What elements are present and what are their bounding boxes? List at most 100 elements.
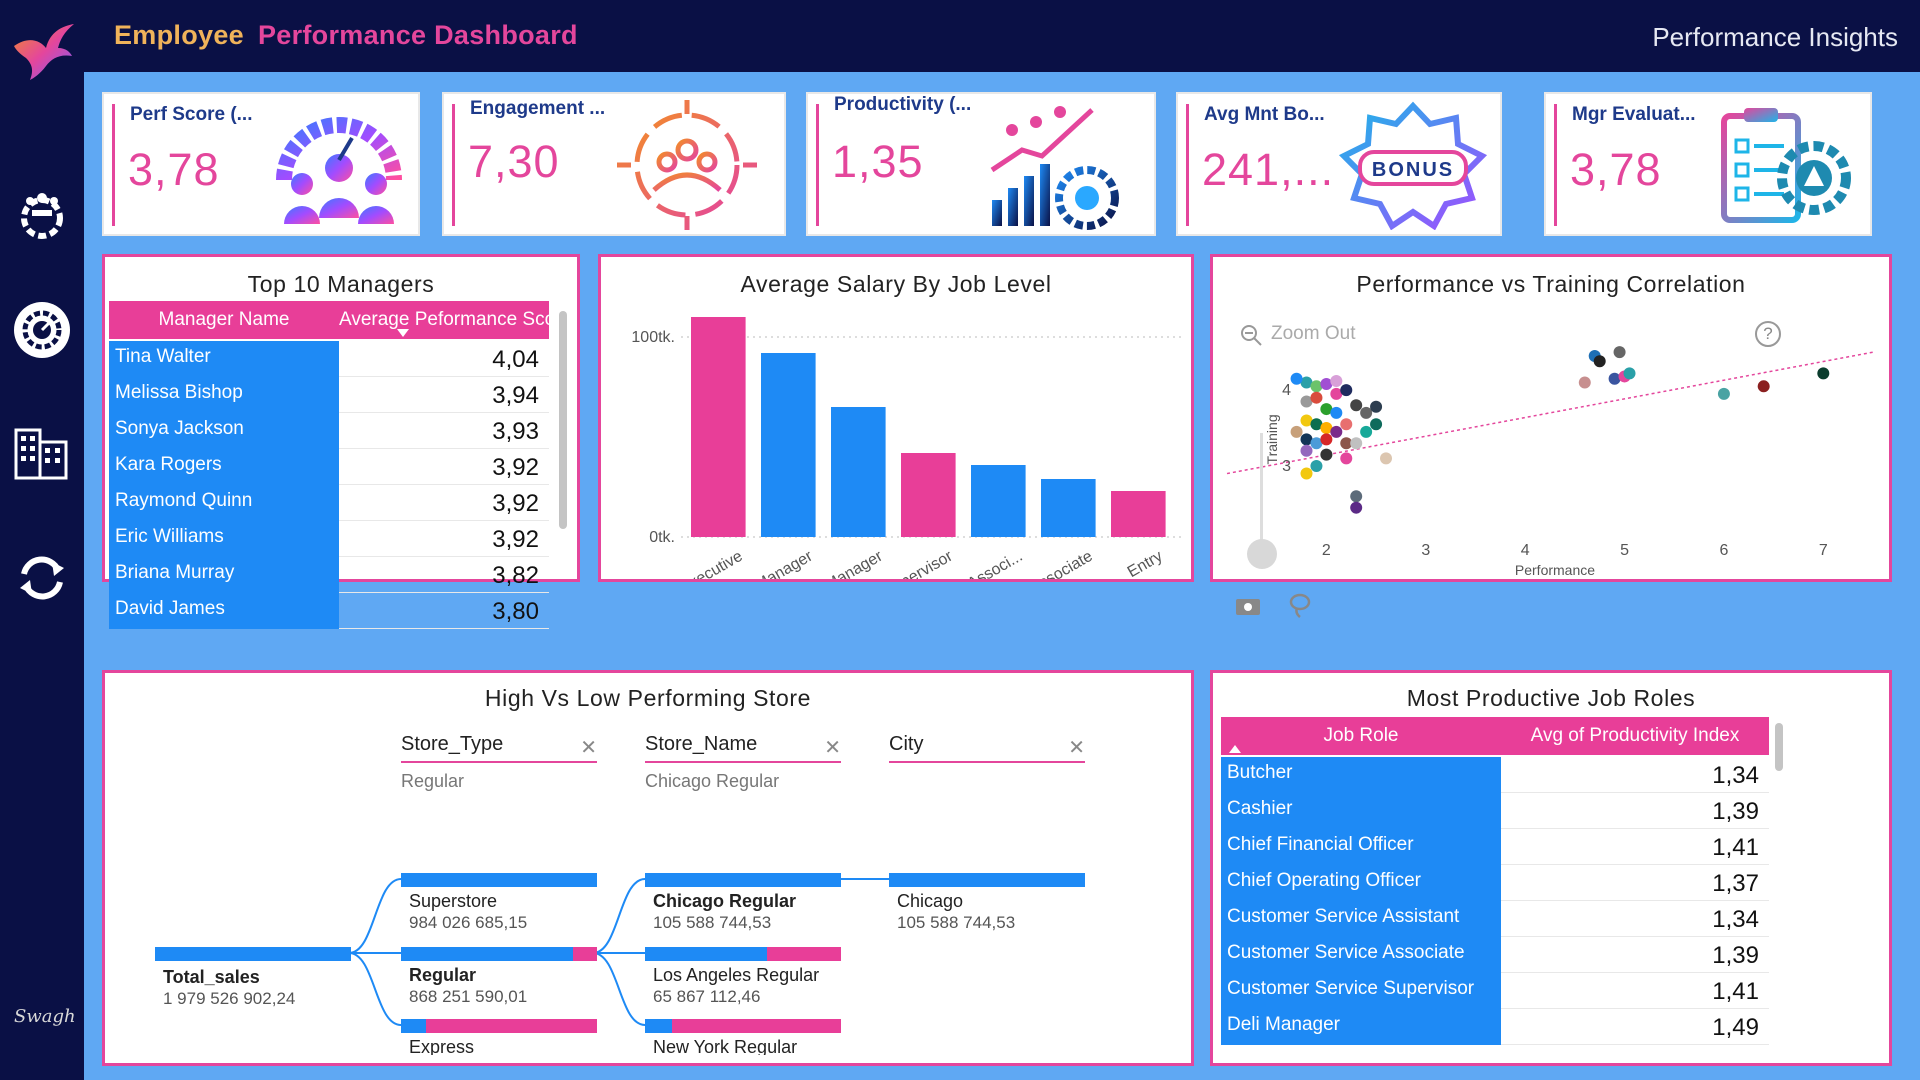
scatter-point[interactable] bbox=[1340, 452, 1353, 465]
scatter-point[interactable] bbox=[1300, 395, 1313, 408]
bar[interactable] bbox=[901, 453, 956, 537]
scatter-point[interactable] bbox=[1340, 437, 1353, 450]
nav-performance-button[interactable] bbox=[12, 300, 72, 360]
scatter-point[interactable] bbox=[1608, 372, 1621, 385]
scatter-point[interactable] bbox=[1360, 425, 1373, 438]
kpi-card-engagement[interactable]: Engagement ... 7,30 bbox=[442, 92, 786, 236]
scatter-point[interactable] bbox=[1300, 376, 1313, 389]
table-row[interactable]: Melissa Bishop 3,94 bbox=[109, 377, 549, 413]
table-row[interactable]: Sonya Jackson 3,93 bbox=[109, 413, 549, 449]
column-header-productivity-index[interactable]: Avg of Productivity Index bbox=[1530, 725, 1740, 746]
table-row[interactable]: Raymond Quinn 3,92 bbox=[109, 485, 549, 521]
roles-scrollbar[interactable] bbox=[1775, 723, 1783, 771]
scatter-point[interactable] bbox=[1320, 378, 1333, 391]
lasso-select-icon[interactable] bbox=[1289, 593, 1311, 619]
scatter-point[interactable] bbox=[1370, 418, 1383, 431]
tree-field-store-name[interactable]: Store_Name ✕ bbox=[645, 733, 841, 763]
table-row[interactable]: Cashier 1,39 bbox=[1221, 793, 1769, 829]
tree-node[interactable]: Express bbox=[401, 1019, 597, 1055]
bar[interactable] bbox=[1111, 491, 1166, 537]
bar[interactable] bbox=[971, 465, 1026, 537]
scatter-point[interactable] bbox=[1310, 418, 1323, 431]
kpi-card-productivity[interactable]: Productivity (... 1,35 bbox=[806, 92, 1156, 236]
zoom-out-button[interactable]: Zoom Out bbox=[1239, 321, 1379, 347]
scatter-point[interactable] bbox=[1340, 384, 1353, 397]
scatter-point[interactable] bbox=[1320, 403, 1333, 416]
tree-node[interactable]: Chicago 105 588 744,53 bbox=[889, 873, 1085, 943]
scatter-point[interactable] bbox=[1350, 501, 1363, 514]
managers-scrollbar[interactable] bbox=[559, 311, 567, 529]
bar[interactable] bbox=[831, 407, 886, 537]
scatter-point[interactable] bbox=[1757, 380, 1770, 393]
scatter-point[interactable] bbox=[1623, 367, 1636, 380]
tree-node[interactable]: Chicago Regular 105 588 744,53 bbox=[645, 873, 841, 943]
tree-node[interactable]: Los Angeles Regular 65 867 112,46 bbox=[645, 947, 841, 1017]
remove-field-icon[interactable]: ✕ bbox=[580, 737, 597, 759]
zoom-slider-thumb[interactable] bbox=[1247, 539, 1277, 569]
remove-field-icon[interactable]: ✕ bbox=[824, 737, 841, 759]
table-row[interactable]: Butcher 1,34 bbox=[1221, 757, 1769, 793]
scatter-point[interactable] bbox=[1290, 372, 1303, 385]
table-row[interactable]: Customer Service Associate 1,39 bbox=[1221, 937, 1769, 973]
scatter-point[interactable] bbox=[1350, 437, 1363, 450]
bar[interactable] bbox=[1041, 479, 1096, 537]
bar[interactable] bbox=[691, 317, 746, 537]
scatter-point[interactable] bbox=[1310, 391, 1323, 404]
scatter-point[interactable] bbox=[1320, 433, 1333, 446]
scatter-point[interactable] bbox=[1300, 467, 1313, 480]
bar[interactable] bbox=[761, 353, 816, 537]
scatter-point[interactable] bbox=[1330, 375, 1343, 387]
table-row[interactable]: Eric Williams 3,92 bbox=[109, 521, 549, 557]
kpi-card-avg-bonus[interactable]: Avg Mnt Bo... 241,... BONUS bbox=[1176, 92, 1502, 236]
scatter-point[interactable] bbox=[1300, 414, 1313, 427]
remove-field-icon[interactable]: ✕ bbox=[1068, 737, 1085, 759]
table-row[interactable]: Chief Operating Officer 1,37 bbox=[1221, 865, 1769, 901]
scatter-point[interactable] bbox=[1360, 406, 1373, 419]
scatter-point[interactable] bbox=[1330, 387, 1343, 400]
nav-buildings-button[interactable] bbox=[12, 422, 72, 482]
nav-refresh-button[interactable] bbox=[12, 548, 72, 608]
table-row[interactable]: Customer Service Assistant 1,34 bbox=[1221, 901, 1769, 937]
scatter-point[interactable] bbox=[1330, 425, 1343, 438]
table-row[interactable]: Deli Manager 1,49 bbox=[1221, 1009, 1769, 1045]
scatter-point[interactable] bbox=[1310, 459, 1323, 472]
scatter-point[interactable] bbox=[1717, 387, 1730, 400]
table-row[interactable]: Briana Murray 3,82 bbox=[109, 557, 549, 593]
scatter-point[interactable] bbox=[1350, 399, 1363, 412]
scatter-point[interactable] bbox=[1817, 367, 1830, 380]
scatter-point[interactable] bbox=[1593, 355, 1606, 368]
scatter-point[interactable] bbox=[1613, 346, 1626, 359]
scatter-point[interactable] bbox=[1370, 400, 1383, 413]
tree-node[interactable]: New York Regular bbox=[645, 1019, 841, 1055]
scatter-point[interactable] bbox=[1320, 448, 1333, 461]
scatter-point[interactable] bbox=[1300, 433, 1313, 446]
tree-root-node[interactable]: Total_sales 1 979 526 902,24 bbox=[155, 947, 351, 1017]
nav-team-button[interactable] bbox=[12, 184, 72, 244]
help-button[interactable]: ? bbox=[1755, 321, 1781, 347]
column-header-job-role[interactable]: Job Role bbox=[1323, 725, 1399, 746]
table-row[interactable]: Chief Financial Officer 1,41 bbox=[1221, 829, 1769, 865]
tree-node[interactable]: Superstore 984 026 685,15 bbox=[401, 873, 597, 943]
column-header-average-score[interactable]: Average Peformance Score bbox=[339, 309, 573, 330]
focus-mode-icon[interactable] bbox=[1235, 597, 1261, 617]
scatter-point[interactable] bbox=[1320, 422, 1333, 435]
zoom-slider[interactable] bbox=[1247, 433, 1277, 569]
table-row[interactable]: Customer Service Supervisor 1,41 bbox=[1221, 973, 1769, 1009]
scatter-point[interactable] bbox=[1340, 418, 1353, 431]
tree-field-store-type[interactable]: Store_Type ✕ bbox=[401, 733, 597, 763]
scatter-point[interactable] bbox=[1380, 452, 1393, 465]
scatter-point[interactable] bbox=[1350, 490, 1363, 503]
scatter-point[interactable] bbox=[1578, 376, 1591, 389]
scatter-point[interactable] bbox=[1330, 406, 1343, 419]
kpi-card-mgr-evaluation[interactable]: Mgr Evaluat... 3,78 bbox=[1544, 92, 1872, 236]
table-row[interactable]: Tina Walter 4,04 bbox=[109, 341, 549, 377]
kpi-card-perf-score[interactable]: Perf Score (... 3,78 bbox=[102, 92, 420, 236]
scatter-point[interactable] bbox=[1290, 425, 1303, 438]
column-header-manager-name[interactable]: Manager Name bbox=[158, 309, 290, 330]
tree-field-city[interactable]: City ✕ bbox=[889, 733, 1085, 763]
tree-node[interactable]: Regular 868 251 590,01 bbox=[401, 947, 597, 1017]
scatter-point[interactable] bbox=[1300, 444, 1313, 457]
scatter-point[interactable] bbox=[1310, 437, 1323, 450]
table-row[interactable]: Kara Rogers 3,92 bbox=[109, 449, 549, 485]
scatter-point[interactable] bbox=[1310, 380, 1323, 393]
